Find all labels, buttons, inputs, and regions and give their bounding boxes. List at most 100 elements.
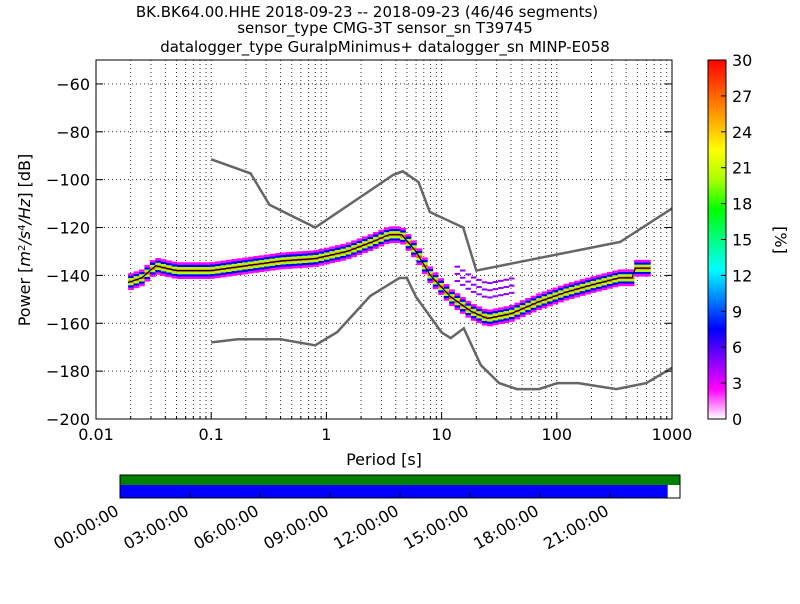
heatmap-cell bbox=[253, 260, 259, 264]
heatmap-cell bbox=[498, 321, 504, 325]
heatmap-cell bbox=[579, 283, 586, 287]
heatmap-cell bbox=[313, 252, 319, 255]
heatmap-cell bbox=[481, 313, 488, 316]
heatmap-cell bbox=[318, 253, 325, 257]
heatmap-cell bbox=[226, 271, 232, 275]
heatmap-cell bbox=[215, 275, 221, 279]
heatmap-cell bbox=[443, 288, 450, 292]
heatmap-cell bbox=[307, 252, 314, 256]
heatmap-cell bbox=[318, 263, 325, 266]
heatmap-cell bbox=[166, 260, 172, 263]
colorbar-tick-label: 3 bbox=[732, 374, 742, 393]
heatmap-cell bbox=[296, 263, 303, 266]
heatmap-cell bbox=[487, 314, 493, 317]
heatmap-cell bbox=[323, 250, 330, 253]
mode-line bbox=[127, 234, 651, 320]
heatmap-cell bbox=[628, 281, 635, 284]
heatmap-cell bbox=[606, 271, 613, 275]
nlnm-curve bbox=[211, 276, 673, 391]
heatmap-cell bbox=[568, 282, 575, 285]
heatmap-cell bbox=[209, 262, 216, 265]
heatmap-cell bbox=[318, 248, 325, 252]
heatmap-cell bbox=[204, 267, 211, 270]
heatmap-cell bbox=[492, 313, 499, 316]
heatmap-cell bbox=[269, 265, 276, 269]
heatmap-cell bbox=[639, 274, 646, 277]
heatmap-cell bbox=[639, 269, 646, 272]
heatmap-cell bbox=[411, 240, 417, 243]
heatmap-cell bbox=[563, 298, 570, 301]
heatmap-cell bbox=[291, 251, 298, 255]
timeline-tick-label: 06:00:00 bbox=[190, 501, 262, 553]
heatmap-cell bbox=[302, 250, 308, 254]
heatmap-cell bbox=[487, 323, 493, 327]
heatmap-cell bbox=[449, 294, 455, 297]
heatmap-cell bbox=[242, 271, 249, 275]
heatmap-cell bbox=[204, 264, 211, 268]
heatmap-cell bbox=[220, 270, 227, 273]
heatmap-cell bbox=[400, 242, 406, 245]
heatmap-cell bbox=[612, 282, 619, 285]
heatmap-cell bbox=[318, 251, 325, 254]
heatmap-cell bbox=[612, 284, 619, 288]
heatmap-cell bbox=[411, 250, 417, 253]
heatmap-cell bbox=[383, 239, 390, 242]
heatmap-cell bbox=[171, 276, 178, 279]
heatmap-cell bbox=[492, 280, 499, 283]
heatmap-cell bbox=[138, 274, 145, 277]
heatmap-cell bbox=[378, 239, 385, 242]
x-tick-label: 100 bbox=[542, 425, 573, 444]
heatmap-cell bbox=[313, 254, 319, 258]
heatmap-cell bbox=[356, 250, 363, 253]
heatmap-cell bbox=[285, 256, 292, 260]
heatmap-cell bbox=[645, 269, 651, 272]
heatmap-cell bbox=[492, 320, 499, 323]
heatmap-cell bbox=[367, 239, 374, 242]
heatmap-cell bbox=[552, 289, 559, 293]
heatmap-cell bbox=[372, 246, 379, 249]
heatmap-cell bbox=[280, 266, 287, 270]
heatmap-cell bbox=[465, 280, 471, 283]
heatmap-cell bbox=[639, 259, 646, 263]
heatmap-cell bbox=[144, 276, 151, 280]
heatmap-cell bbox=[623, 271, 629, 275]
heatmap-cell bbox=[476, 278, 482, 281]
heatmap-cell bbox=[285, 254, 292, 257]
heatmap-cell bbox=[334, 249, 341, 253]
heatmap-cell bbox=[149, 264, 156, 268]
heatmap-cell bbox=[541, 305, 548, 309]
y-axis-label: Power [m2/s4/Hz] [dB] bbox=[15, 154, 34, 327]
heatmap-cell bbox=[236, 270, 243, 273]
heatmap-cell bbox=[536, 307, 542, 311]
heatmap-cell bbox=[182, 262, 189, 265]
heatmap-cell bbox=[590, 285, 597, 289]
heatmap-cell bbox=[394, 228, 401, 232]
heatmap-cell bbox=[476, 311, 483, 314]
heatmap-cell bbox=[155, 267, 162, 270]
heatmap-cell bbox=[438, 278, 444, 281]
heatmap-cell bbox=[340, 243, 347, 247]
heatmap-cell bbox=[329, 255, 336, 259]
y-axis-ticks: −60 −80 −100 −120 −140 −160 −180 −200 bbox=[46, 75, 672, 429]
heatmap-cell bbox=[563, 286, 570, 289]
heatmap-cell bbox=[405, 234, 412, 237]
heatmap-cell bbox=[530, 307, 537, 311]
heatmap-cell bbox=[198, 267, 205, 270]
heatmap-cell bbox=[236, 260, 243, 264]
timeline-tick-label: 09:00:00 bbox=[260, 501, 332, 553]
heatmap-cell bbox=[258, 264, 265, 268]
heatmap-cell bbox=[508, 304, 515, 308]
heatmap-cell bbox=[579, 291, 586, 294]
colorbar-tick-label: 30 bbox=[732, 51, 752, 70]
heatmap-cell bbox=[318, 260, 325, 264]
heatmap-cell bbox=[552, 299, 559, 302]
heatmap-cell bbox=[182, 276, 189, 279]
heatmap-cell bbox=[449, 298, 455, 302]
heatmap-cell bbox=[258, 267, 265, 270]
heatmap-cell bbox=[612, 275, 619, 278]
title-line-1: BK.BK64.00.HHE 2018-09-23 -- 2018-09-23 … bbox=[136, 3, 598, 21]
heatmap-cell bbox=[356, 247, 363, 251]
heatmap-cell bbox=[579, 293, 586, 296]
heatmap-cell bbox=[400, 230, 406, 233]
heatmap-cell bbox=[574, 295, 581, 298]
